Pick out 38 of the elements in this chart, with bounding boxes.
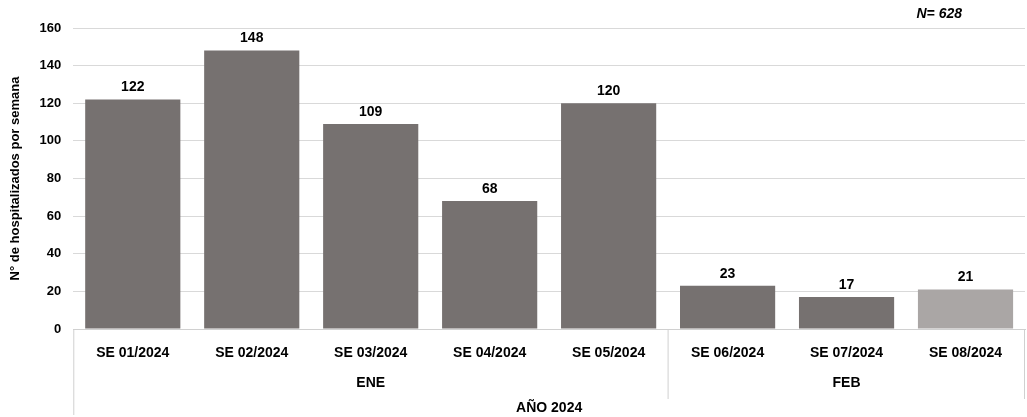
y-tick-label: 80	[46, 170, 62, 186]
y-tick-label: 120	[39, 94, 62, 110]
bar	[798, 297, 895, 329]
y-tick-label: 20	[46, 282, 62, 298]
bar	[561, 103, 657, 329]
x-tick-label: SE 02/2024	[215, 344, 289, 361]
data-label: 122	[121, 78, 145, 95]
data-label: 148	[240, 29, 264, 46]
y-tick-label: 160	[39, 19, 62, 35]
y-axis-title: N° de hospitalizados por semana	[7, 75, 23, 281]
bar	[442, 201, 538, 329]
x-tick-label: SE 01/2024	[96, 344, 170, 361]
text: N= 628	[916, 4, 963, 21]
x-tick-label: SE 05/2024	[572, 344, 646, 361]
data-label: 17	[838, 275, 855, 292]
data-label: 23	[719, 264, 736, 281]
y-tick-label: 0	[54, 320, 62, 336]
data-label: 68	[481, 179, 498, 196]
y-tick-label: 40	[46, 245, 62, 261]
bar	[323, 123, 419, 329]
x-tick-label: SE 07/2024	[809, 344, 884, 361]
y-tick-label: 100	[39, 132, 62, 148]
bar	[85, 99, 181, 329]
x-tick-label: SE 08/2024	[928, 344, 1003, 361]
data-label: 21	[957, 268, 974, 285]
x-tick-label: SE 03/2024	[334, 344, 408, 361]
bar	[680, 285, 776, 329]
y-tick-label: 140	[39, 57, 62, 73]
bar	[204, 50, 300, 329]
x-axis-title: AÑO 2024	[516, 397, 583, 415]
x-tick-label: SE 04/2024	[453, 344, 527, 361]
data-label: 109	[359, 102, 383, 119]
x-tick-label: SE 06/2024	[691, 344, 765, 361]
text: FEB	[832, 373, 861, 390]
y-tick-label: 60	[46, 207, 62, 223]
bar	[917, 289, 1014, 329]
text: ENE	[356, 373, 386, 390]
data-label: 120	[596, 82, 621, 99]
